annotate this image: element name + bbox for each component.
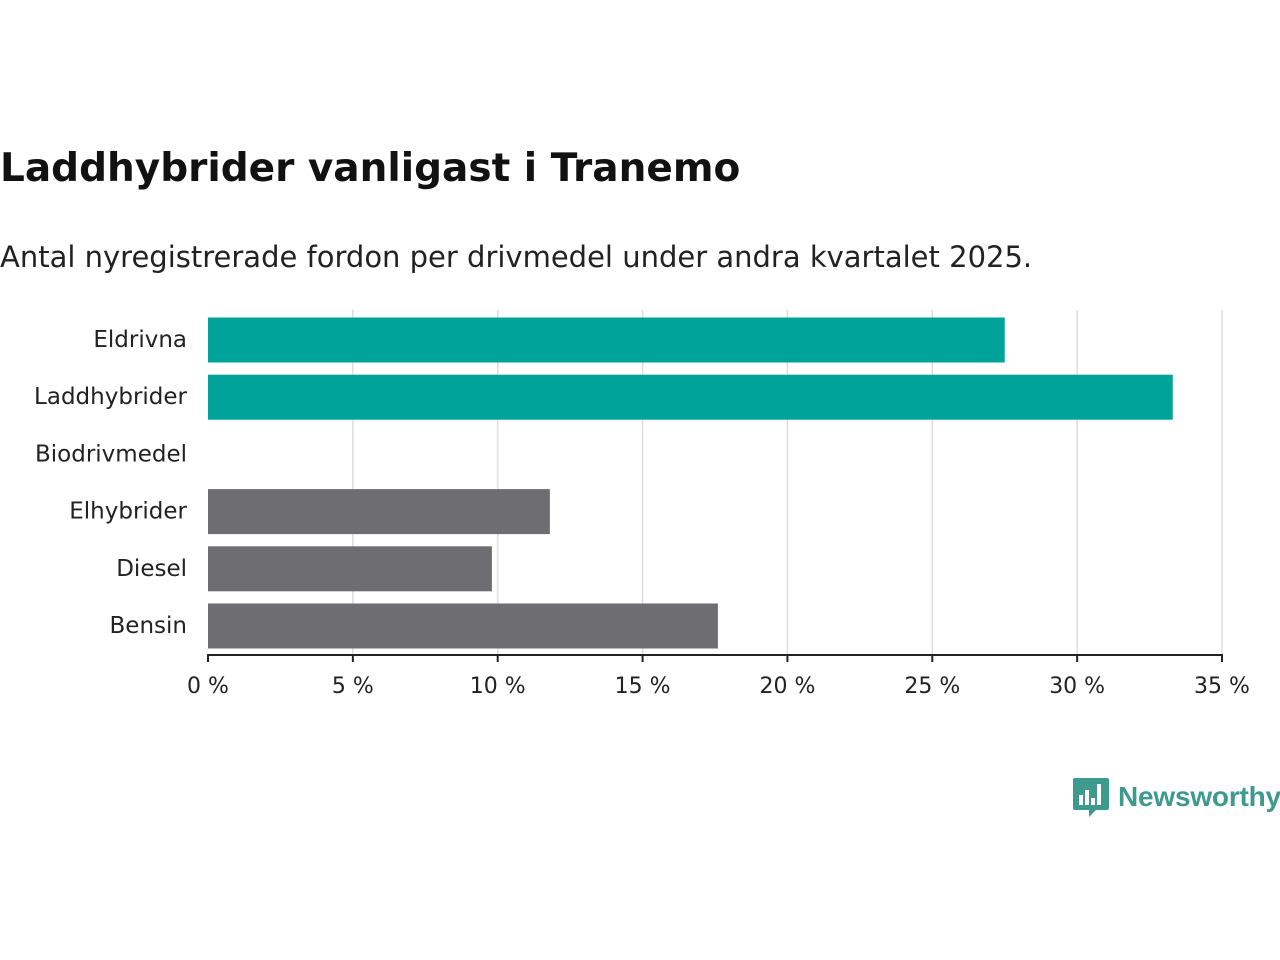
bar [208,603,718,649]
bar [208,489,550,535]
x-tick-label: 30 % [1049,674,1105,699]
chart-title: Laddhybrider vanligast i Tranemo [0,146,741,191]
x-tick-label: 15 % [615,674,671,699]
category-label: Eldrivna [93,327,187,353]
category-label: Diesel [116,556,187,582]
bar [208,546,492,592]
category-label: Laddhybrider [34,384,187,410]
x-tick-label: 35 % [1194,674,1250,699]
category-labels: Eldrivna Laddhybrider Biodrivmedel Elhybrid… [34,327,187,639]
category-label: Biodrivmedel [35,441,187,467]
bars [208,317,1173,649]
newsworthy-logo: Newsworthy [1072,776,1280,818]
category-label: Elhybrider [69,499,187,525]
brand-name: Newsworthy [1118,781,1280,812]
x-axis: 0 % 5 % 10 % 15 % 20 % 25 % 30 % 35 % [187,654,1250,699]
category-label: Bensin [110,613,187,639]
chart-subtitle: Antal nyregistrerade fordon per drivmede… [0,240,1033,274]
x-tick-label: 25 % [904,674,960,699]
x-tick-label: 10 % [470,674,526,699]
x-tick-label: 20 % [759,674,815,699]
bar [208,317,1005,363]
bar-chart: 0 % 5 % 10 % 15 % 20 % 25 % 30 % 35 % Eldrivna L… [34,310,1250,699]
bar [208,374,1173,420]
x-tick-label: 5 % [332,674,374,699]
x-tick-label: 0 % [187,674,229,699]
grid-lines [352,310,1223,655]
bar-chart-speech-bubble-icon [1073,778,1109,817]
